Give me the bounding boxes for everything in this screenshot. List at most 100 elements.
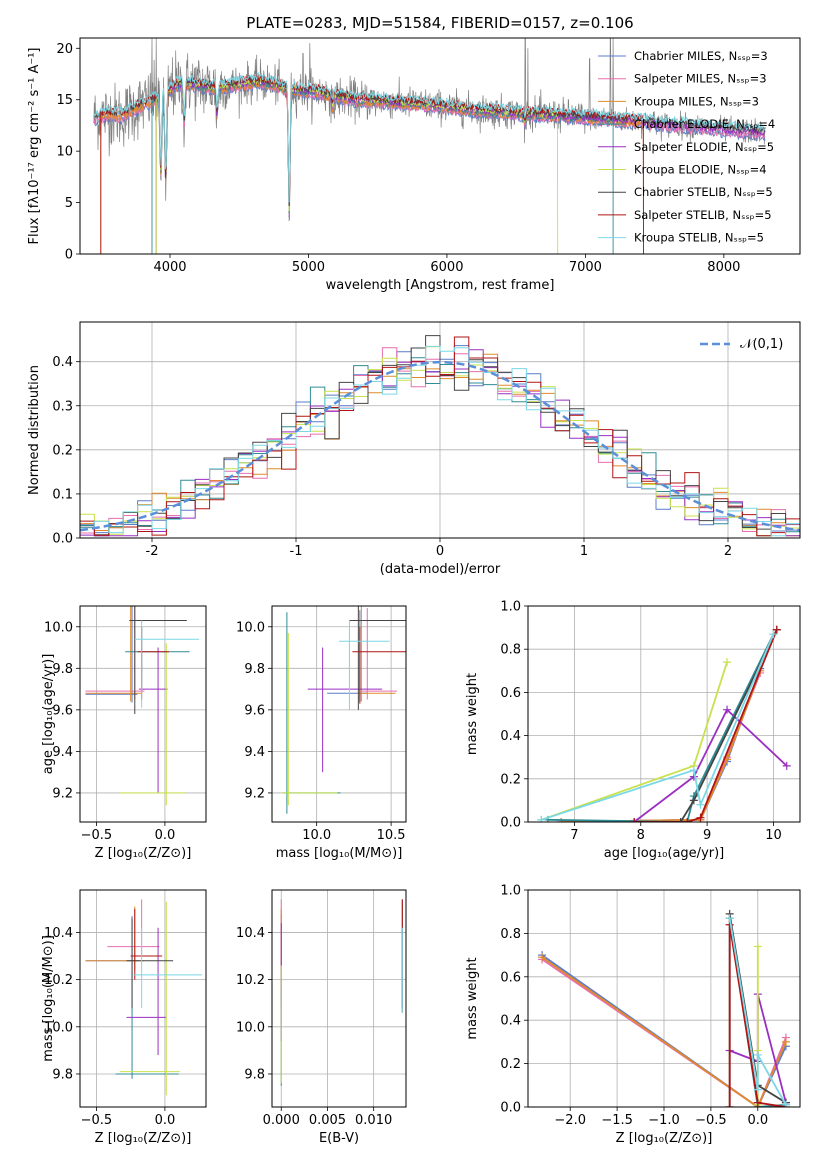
- weight-marker-9: [781, 1100, 790, 1107]
- y-tick-label: 9.4: [244, 745, 265, 760]
- weight-line-5: [633, 708, 788, 822]
- weight-marker-7: [689, 796, 698, 805]
- y-tick-label: 10: [56, 145, 73, 160]
- y-tick-label: 0: [65, 248, 73, 263]
- legend-label: Chabrier STELIB, Nₛₛₚ=5: [634, 185, 773, 199]
- x-axis-label: (data-model)/error: [380, 562, 501, 577]
- y-tick-label: 10.0: [44, 1020, 73, 1035]
- weight-marker-3: [781, 1037, 790, 1046]
- plot-3: −0.5 0.0 9.2 9.4 9.6 9.8 10.0 Z [log₁₀(Z/Z⊙)] ag…: [41, 605, 207, 861]
- axes-frame: [79, 605, 207, 823]
- x-tick-label: 0.0: [155, 828, 176, 843]
- weight-marker-9: [753, 1050, 762, 1059]
- legend-label: Kroupa MILES, Nₛₛₚ=3: [634, 94, 759, 108]
- weight-marker-9: [696, 800, 705, 809]
- y-axis-label: Normed distribution: [27, 365, 42, 495]
- x-axis-label: Z [log₁₀(Z/Z⊙)]: [95, 1131, 192, 1146]
- x-tick-label: −0.5: [81, 1113, 113, 1128]
- x-tick-label: 2: [724, 544, 732, 559]
- y-tick-label: 0.2: [52, 443, 73, 458]
- plot-area: [528, 606, 800, 822]
- x-tick-label: 8000: [707, 260, 740, 275]
- axes-frame: [79, 37, 801, 255]
- weight-marker-7: [676, 818, 685, 822]
- chart-title: PLATE=0283, MJD=51584, FIBERID=0157, z=0…: [246, 14, 633, 32]
- weight-marker-6: [723, 658, 732, 667]
- x-tick-label: −1.5: [601, 1113, 633, 1128]
- x-tick-label: 8: [637, 828, 645, 843]
- y-tick-label: 0.0: [52, 532, 73, 547]
- plot-area: [272, 606, 406, 822]
- legend-label: 𝒩(0,1): [740, 337, 783, 352]
- axes-frame: [271, 889, 407, 1108]
- plot-8: −2.0 −1.5 −1.0 −0.5 0.0 0.0 0.2 0.4 0.6 0.8 1.0 Z […: [465, 884, 801, 1146]
- x-axis-label: E(B-V): [319, 1131, 359, 1146]
- x-axis-label: age [log₁₀(age/yr)]: [604, 846, 725, 861]
- plot-1: 4000 5000 6000 7000 8000 0 5 10 15 20 wavelength […: [27, 14, 801, 293]
- x-tick-label: 7: [570, 828, 578, 843]
- y-tick-label: 1.0: [500, 884, 521, 899]
- weight-line-7: [634, 629, 778, 822]
- y-tick-label: 9.8: [52, 662, 73, 677]
- y-axis-label: mass weight: [465, 957, 480, 1039]
- y-tick-label: 9.8: [244, 1067, 265, 1082]
- weight-line-9: [541, 633, 775, 821]
- weight-marker-5: [782, 761, 791, 770]
- model-spectrum-line-9: [93, 71, 766, 203]
- x-tick-label: 9: [703, 828, 711, 843]
- x-axis-label: wavelength [Angstrom, rest frame]: [326, 278, 555, 293]
- weight-marker-9: [689, 766, 698, 775]
- x-tick-label: −0.5: [81, 828, 113, 843]
- weight-marker-6: [753, 942, 762, 951]
- y-axis-label: mass [log₁₀(M/M⊙)]: [41, 935, 56, 1062]
- y-tick-label: 10.4: [44, 926, 73, 941]
- weight-marker-9: [537, 815, 546, 822]
- y-tick-label: 10.4: [236, 926, 265, 941]
- plot-area: [80, 606, 206, 822]
- y-tick-label: 0.1: [52, 487, 73, 502]
- x-tick-label: -1: [290, 544, 303, 559]
- plot-area: [528, 890, 800, 1107]
- weight-marker-9: [725, 914, 734, 923]
- plot-4: 10.0 10.5 9.2 9.4 9.6 9.8 10.0 mass [log₁₀(M/M⊙…: [236, 605, 407, 861]
- y-tick-label: 10.0: [236, 620, 265, 635]
- y-tick-label: 20: [56, 42, 73, 57]
- weight-marker-8: [630, 818, 639, 822]
- y-tick-label: 10.2: [44, 973, 73, 988]
- axes-frame: [271, 605, 407, 823]
- y-tick-label: 0.6: [500, 686, 521, 701]
- x-tick-label: 10: [765, 828, 782, 843]
- legend-label: Salpeter MILES, Nₛₛₚ=3: [634, 72, 767, 86]
- y-tick-label: 1.0: [500, 600, 521, 615]
- y-tick-label: 0.0: [500, 816, 521, 831]
- weight-line-2: [541, 958, 787, 1107]
- y-axis-label: Flux [fλ10⁻¹⁷ erg cm⁻² s⁻¹ A⁻¹]: [27, 48, 42, 245]
- axes-frame: [79, 321, 801, 539]
- plot-area: [80, 890, 206, 1107]
- y-tick-label: 10.0: [236, 1020, 265, 1035]
- y-tick-label: 0.6: [500, 970, 521, 985]
- y-tick-label: 9.4: [52, 745, 73, 760]
- weight-marker-8: [725, 1103, 734, 1107]
- weight-line-8: [634, 629, 778, 822]
- plot-7: 0.000 0.005 0.010 9.8 10.0 10.2 10.4 E(B-V): [236, 889, 407, 1146]
- plot-2: -2 -1 0 1 2 0.0 0.1 0.2 0.3 0.4 (data-model)/error…: [27, 321, 801, 577]
- y-tick-label: 9.8: [244, 662, 265, 677]
- legend-label: Chabrier MILES, Nₛₛₚ=3: [634, 49, 768, 63]
- x-tick-label: 0.0: [155, 1113, 176, 1128]
- x-tick-label: −0.5: [695, 1113, 727, 1128]
- plot-6: −0.5 0.0 9.8 10.0 10.2 10.4 Z [log₁₀(Z/Z⊙)] mas…: [41, 889, 207, 1146]
- weight-marker-8: [753, 1098, 762, 1107]
- weight-marker-5: [723, 705, 732, 714]
- x-tick-label: 10.5: [377, 828, 406, 843]
- x-tick-label: 0.0: [747, 1113, 768, 1128]
- legend-label: Chabrier ELODIE, Nₛₛₚ=4: [634, 117, 775, 131]
- x-tick-label: 0.010: [355, 1113, 392, 1128]
- legend-label: Salpeter ELODIE, Nₛₛₚ=5: [634, 140, 774, 154]
- y-tick-label: 9.6: [52, 703, 73, 718]
- y-axis-label: age [log₁₀(age/yr)]: [41, 654, 56, 775]
- y-tick-label: 0.3: [52, 399, 73, 414]
- plot-area: [272, 890, 406, 1107]
- y-tick-label: 9.2: [52, 786, 73, 801]
